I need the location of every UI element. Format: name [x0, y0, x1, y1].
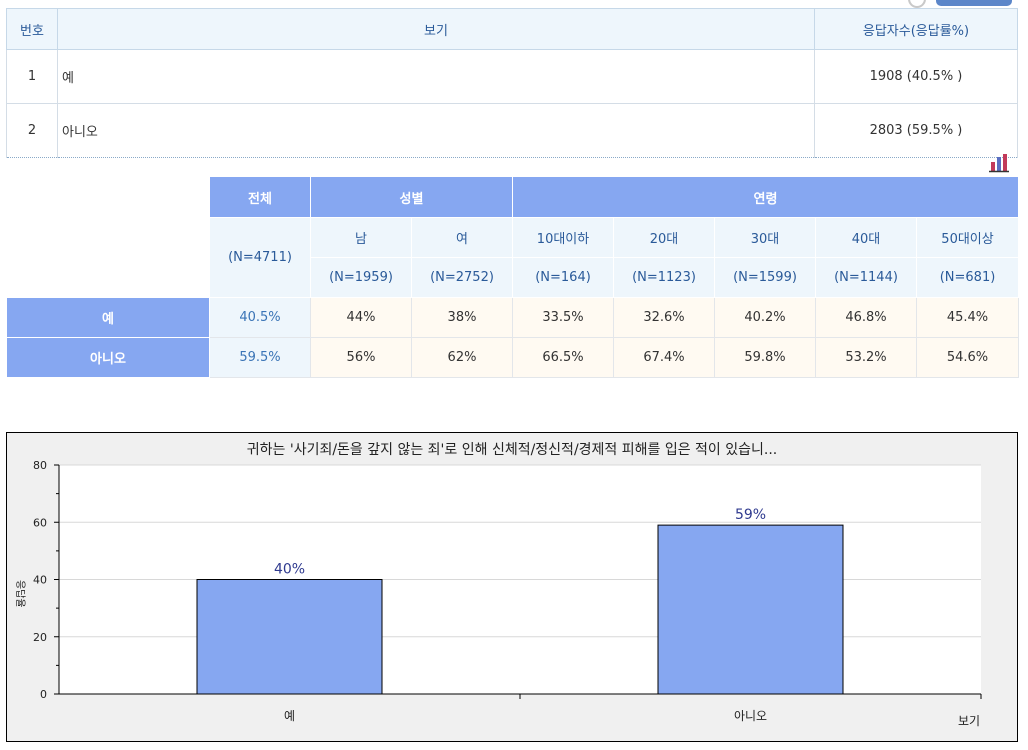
bar-data-label: 59%	[735, 507, 766, 523]
subcol-n: (N=1144)	[815, 257, 918, 298]
row-value: 56%	[310, 337, 412, 378]
y-tick-label: 0	[40, 688, 47, 701]
row-value: 62%	[410, 337, 514, 378]
row-value: 45.4%	[916, 297, 1020, 338]
group-gender: 성별	[309, 176, 514, 218]
subcol-label: 40대	[815, 217, 918, 258]
row-value: 59.8%	[714, 337, 817, 378]
subcol-label: 남	[310, 217, 412, 258]
row-value: 32.6%	[613, 297, 716, 338]
table-row: 예 40.5% 44% 38% 33.5% 32.6% 40.2% 46.8% …	[6, 297, 1020, 338]
y-tick-label: 80	[33, 459, 47, 472]
row-value: 38%	[410, 297, 514, 338]
row-value: 40.2%	[714, 297, 817, 338]
bar	[657, 524, 844, 695]
subcol-n: (N=681)	[916, 257, 1020, 298]
chart-title: 귀하는 '사기죄/돈을 갚지 않는 죄'로 인해 신체적/정신적/경제적 피해를…	[247, 442, 778, 458]
row-label: 예	[6, 297, 210, 338]
table-row: 1 예 1908 (40.5% )	[6, 49, 1018, 104]
subcol-n: (N=1123)	[613, 257, 716, 298]
subcol-n: (N=1959)	[310, 257, 412, 298]
row-value: 54.6%	[916, 337, 1020, 378]
row-value: 44%	[310, 297, 412, 338]
header-count: 응답자수(응답률%)	[814, 8, 1018, 50]
bar-chart: 귀하는 '사기죄/돈을 갚지 않는 죄'로 인해 신체적/정신적/경제적 피해를…	[6, 432, 1018, 742]
subcol-label: 여	[410, 217, 514, 258]
subcol-label: 30대	[714, 217, 817, 258]
refresh-icon	[908, 0, 926, 8]
y-tick-label: 20	[33, 631, 47, 644]
x-tick-label: 아니오	[734, 709, 767, 723]
x-tick-label: 예	[284, 709, 295, 723]
row-count: 1908 (40.5% )	[814, 49, 1018, 104]
row-count: 2803 (59.5% )	[814, 103, 1018, 158]
subcol-label: 10대이하	[512, 217, 615, 258]
total-n: (N=4711)	[209, 217, 311, 298]
row-label: 아니오	[6, 337, 210, 378]
table-row: 2 아니오 2803 (59.5% )	[6, 103, 1018, 158]
response-summary-table: 번호 보기 응답자수(응답률%) 1 예 1908 (40.5% ) 2 아니오…	[6, 8, 1018, 158]
y-tick-label: 60	[33, 516, 47, 529]
group-total: 전체	[209, 176, 311, 218]
group-age: 연령	[512, 176, 1020, 218]
subcol-n: (N=1599)	[714, 257, 817, 298]
row-option: 예	[57, 49, 815, 104]
header-option: 보기	[57, 8, 815, 50]
row-total: 59.5%	[209, 337, 311, 378]
subcol-n: (N=2752)	[410, 257, 514, 298]
table-header-row: 번호 보기 응답자수(응답률%)	[6, 8, 1018, 50]
row-total: 40.5%	[209, 297, 311, 338]
row-value: 53.2%	[815, 337, 918, 378]
row-value: 66.5%	[512, 337, 615, 378]
bar-data-label: 40%	[274, 562, 305, 578]
bar	[196, 579, 383, 695]
y-tick-label: 40	[33, 574, 47, 587]
row-no: 2	[6, 103, 58, 158]
header-no: 번호	[6, 8, 58, 50]
row-no: 1	[6, 49, 58, 104]
subcol-n: (N=164)	[512, 257, 615, 298]
bar-chart-svg: 귀하는 '사기죄/돈을 갚지 않는 죄'로 인해 신체적/정신적/경제적 피해를…	[14, 442, 982, 728]
subcol-label: 50대이상	[916, 217, 1020, 258]
row-value: 33.5%	[512, 297, 615, 338]
y-axis-label: 응답율	[14, 580, 26, 608]
top-action-button[interactable]	[936, 0, 1012, 6]
crosstab-table: 전체 성별 연령 (N=4711) 남 여 10대이하 20대 30대 40대 …	[6, 176, 1020, 378]
subcol-label: 20대	[613, 217, 716, 258]
table-row: 아니오 59.5% 56% 62% 66.5% 67.4% 59.8% 53.2…	[6, 337, 1020, 378]
x-axis-label: 보기	[958, 714, 980, 728]
row-option: 아니오	[57, 103, 815, 158]
row-value: 67.4%	[613, 337, 716, 378]
row-value: 46.8%	[815, 297, 918, 338]
bar-chart-icon[interactable]	[988, 153, 1010, 173]
corner-cell	[6, 176, 210, 298]
